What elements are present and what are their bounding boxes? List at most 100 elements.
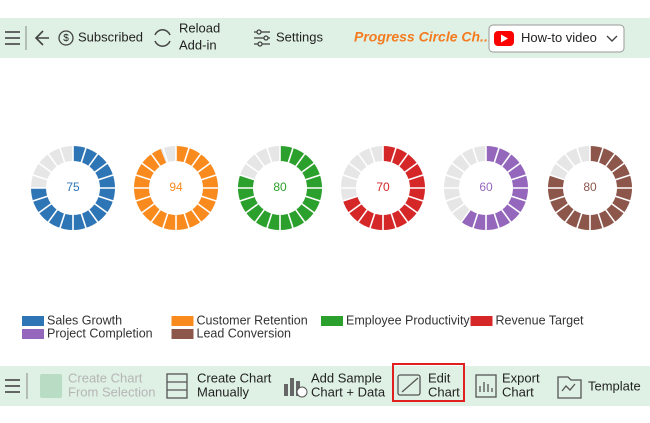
segment-gap xyxy=(471,212,479,230)
segment-gap xyxy=(58,146,66,164)
segment-gap xyxy=(403,202,419,214)
menu-icon[interactable] xyxy=(5,31,20,45)
segment-gap xyxy=(265,212,273,230)
subscribed-button[interactable]: $ Subscribed xyxy=(58,29,143,46)
segment-gap xyxy=(341,195,359,203)
segment-gap xyxy=(604,152,616,168)
segment-gap xyxy=(554,202,570,214)
toolbar-button[interactable]: Template xyxy=(588,378,641,393)
button-label: Chart xyxy=(428,384,460,399)
segment-gap xyxy=(265,146,273,164)
button-label: Export xyxy=(502,370,540,385)
create-from-selection-icon xyxy=(40,374,62,398)
segment-gap xyxy=(294,152,306,168)
segment-gap xyxy=(161,146,169,164)
segment-gap xyxy=(407,195,425,203)
value-label: 80 xyxy=(583,180,597,194)
menu-icon[interactable] xyxy=(5,379,20,393)
segment-gap xyxy=(597,212,605,230)
progress-arc xyxy=(31,146,115,230)
segment-gap xyxy=(93,202,109,214)
segment-gap xyxy=(300,202,316,214)
legend-label: Revenue Target xyxy=(496,313,585,327)
segment-gap xyxy=(287,212,295,230)
create-manually-icon xyxy=(166,373,188,399)
segment-gap xyxy=(140,202,156,214)
segment-gap xyxy=(196,162,212,174)
segment-gap xyxy=(87,152,99,168)
value-label: 60 xyxy=(479,180,493,194)
svg-text:$: $ xyxy=(63,33,69,44)
segment-gap xyxy=(97,173,115,181)
segment-gap xyxy=(134,195,152,203)
progress-arc xyxy=(343,146,426,230)
segment-gap xyxy=(471,146,479,164)
segment-gap xyxy=(80,146,88,164)
segment-gap xyxy=(304,195,322,203)
segment-gap xyxy=(493,212,501,230)
segment-gap xyxy=(31,173,49,181)
legend-swatch xyxy=(171,329,194,339)
legend-label: Sales Growth xyxy=(47,313,122,327)
segment-gap xyxy=(58,212,66,230)
button-label: Create Chart xyxy=(197,370,272,385)
settings-button[interactable]: Settings xyxy=(254,29,323,47)
subscribed-label: Subscribed xyxy=(78,29,143,44)
segment-gap xyxy=(444,173,462,181)
settings-label: Settings xyxy=(276,29,323,44)
segment-gap xyxy=(347,202,363,214)
segment-gap xyxy=(294,208,306,224)
segment-gap xyxy=(347,162,363,174)
legend-label: Lead Conversion xyxy=(197,326,292,340)
segment-gap xyxy=(244,162,260,174)
value-label: 70 xyxy=(376,180,390,194)
segment-gap xyxy=(93,162,109,174)
button-label: Chart + Data xyxy=(311,384,386,399)
segment-gap xyxy=(450,202,466,214)
segment-gap xyxy=(510,173,528,181)
segment-gap xyxy=(407,173,425,181)
segment-gap xyxy=(575,212,583,230)
value-label: 80 xyxy=(273,180,287,194)
segment-gap xyxy=(614,173,632,181)
video-button[interactable]: How-to video xyxy=(488,24,625,53)
segment-gap xyxy=(80,212,88,230)
segment-gap xyxy=(244,202,260,214)
segment-gap xyxy=(87,208,99,224)
segment-gap xyxy=(47,152,59,168)
segment-gap xyxy=(238,195,256,203)
segment-gap xyxy=(47,208,59,224)
segment-gap xyxy=(150,152,162,168)
reload-button[interactable]: Reload Add-in xyxy=(154,20,220,52)
selected-outline xyxy=(392,363,465,402)
segment-gap xyxy=(200,173,218,181)
chart: 75 Sales Growth 94 Customer Retention 80 Empl… xyxy=(22,145,633,340)
legend-swatch xyxy=(22,329,44,339)
back-icon[interactable] xyxy=(34,30,49,46)
segment-gap xyxy=(31,195,49,203)
legend-label: Customer Retention xyxy=(197,313,308,327)
segment-gap xyxy=(97,195,115,203)
segment-gap xyxy=(183,212,191,230)
segment-gap xyxy=(548,195,566,203)
legend-label: Employee Productivity xyxy=(346,313,470,327)
segment-gap xyxy=(150,208,162,224)
button-label: Template xyxy=(588,378,641,393)
progress-arc xyxy=(134,146,219,230)
segment-gap xyxy=(190,208,202,224)
segment-gap xyxy=(357,152,369,168)
segment-gap xyxy=(368,212,376,230)
progress-arc xyxy=(548,146,632,230)
edit-chart-icon xyxy=(397,374,421,396)
segment-gap xyxy=(403,162,419,174)
add-sample-icon xyxy=(284,378,308,398)
video-label: How-to video xyxy=(521,30,597,45)
segment-gap xyxy=(287,146,295,164)
legend-label: Project Completion xyxy=(47,326,153,340)
